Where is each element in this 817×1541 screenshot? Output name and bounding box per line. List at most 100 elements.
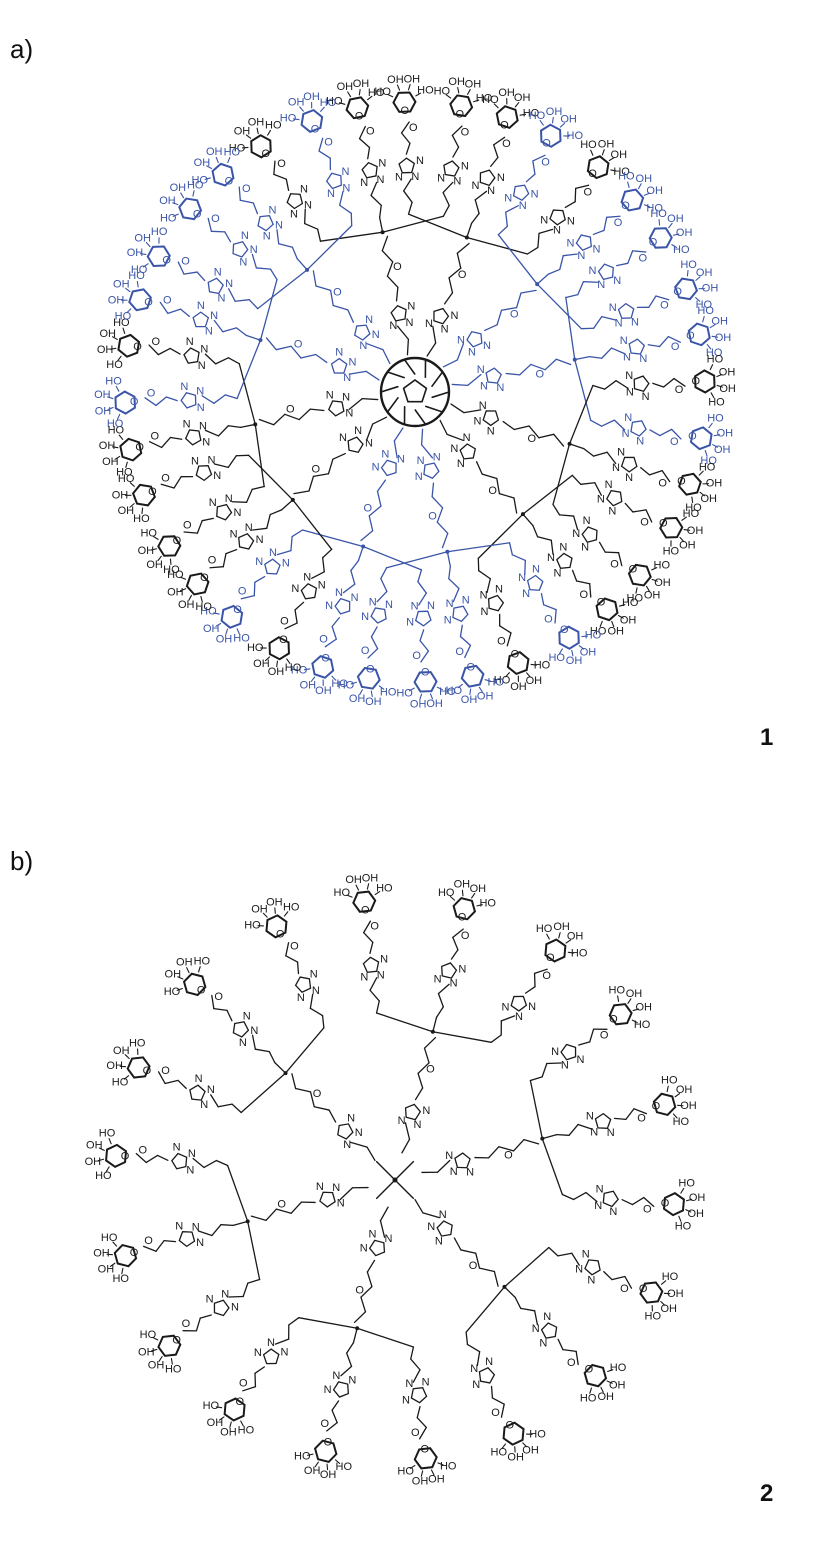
linker-bond [459,624,463,638]
hydroxyl-label: OH [566,655,583,667]
triazole-bonds [459,443,477,460]
nitrogen-atom: N [359,340,367,352]
nitrogen-atom: N [210,310,218,322]
hydroxyl-label: HO [118,473,135,485]
hydroxyl-label: HO [627,593,644,605]
linker-bond [624,502,634,513]
linker-bond [159,301,169,314]
linker-bond [649,429,661,437]
hydroxyl-label: HO [128,270,145,282]
glycoside-oxygen: O [658,477,667,489]
linker-bond [548,1246,559,1257]
nitrogen-atom: N [254,1347,262,1359]
glycoside-oxygen: O [541,156,550,168]
linker-bond [366,1259,376,1273]
hydroxyl-bond [457,683,463,689]
nitrogen-atom: N [567,216,575,228]
nitrogen-atom: N [402,1394,410,1406]
linker-bond [288,1317,300,1326]
hydroxyl-label: HO [285,662,302,674]
hydroxyl-label: OH [706,477,723,489]
hydroxyl-label: HO [706,347,723,359]
hydroxyl-label: OH [148,1360,165,1372]
linker-bond [550,539,554,555]
triazole-ring: NNN [339,425,373,454]
triazole-bonds [286,193,304,210]
pyranose-ring [413,1447,438,1470]
nitrogen-atom: N [528,1001,536,1013]
branch-bond [446,551,452,568]
linker-bond [513,497,518,514]
linker-bond [655,295,670,301]
branch-bond [232,1220,249,1227]
linker-bond [451,134,460,148]
nitrogen-atom: N [577,250,585,262]
linker-bond [500,306,518,311]
nitrogen-atom: N [439,1209,447,1221]
hydroxyl-label: HO [187,179,204,191]
triazole-ring: NNN [325,166,350,200]
triazole-ring: NNN [474,400,500,437]
linker-bond [254,575,266,583]
linker-bond [673,377,686,387]
triazole-ring: NNN [360,953,388,983]
glycoside-oxygen: O [366,126,375,138]
hydroxyl-label: OH [510,681,527,693]
hydroxyl-label: HO [673,1116,690,1128]
nitrogen-atom: N [543,1311,551,1323]
linker-bond [574,187,577,203]
pyranose-ring [146,245,171,267]
linker-bond [561,1193,575,1201]
triazole-ring: NNN [594,1183,619,1218]
glycoside-oxygen: O [455,646,464,658]
linker-bond [360,1285,373,1298]
pyranose-ring [300,108,324,133]
triazole-bonds [380,459,397,477]
linker-bond [577,1123,593,1130]
pyranose-ring [674,277,699,301]
linker-bond [247,1278,261,1284]
hydroxyl-bond [599,620,603,628]
nitrogen-atom: N [450,978,458,990]
linker-bond [213,1007,228,1012]
linker-bond [331,616,340,628]
hydroxyl-bond [408,687,415,692]
nitrogen-atom: N [197,402,205,414]
linker-bond [410,1358,421,1371]
branch-bond [385,551,449,569]
hydroxyl-label: OH [514,92,531,104]
nitrogen-atom: N [191,455,199,467]
ring-oxygen: O [276,928,285,940]
ring-oxygen: O [135,442,144,454]
branch-bond [503,1286,516,1299]
nitrogen-atom: N [175,1221,183,1233]
hydroxyl-bond [429,693,434,700]
nitrogen-atom: N [480,606,488,618]
linker-bond [328,1109,337,1123]
linker-bond [450,403,465,414]
nitrogen-atom: N [389,320,397,332]
linker-bond [309,1091,315,1108]
linker-bond [204,429,220,437]
linker-bond [215,1159,229,1167]
ether-oxygen: O [333,287,342,299]
nitrogen-atom: N [339,432,347,444]
ether-oxygen: O [535,368,544,380]
nitrogen-atom: N [582,1249,590,1261]
linker-bond [464,644,472,659]
triazole-bonds [423,462,440,480]
nitrogen-atom: N [234,507,242,519]
linker-bond [456,252,462,269]
linker-bond [213,319,224,333]
nitrogen-atom: N [192,1221,200,1233]
linker-bond [575,1350,579,1366]
triazole-bonds [238,533,255,550]
triazole-bonds [454,1152,471,1169]
linker-bond [448,277,454,294]
